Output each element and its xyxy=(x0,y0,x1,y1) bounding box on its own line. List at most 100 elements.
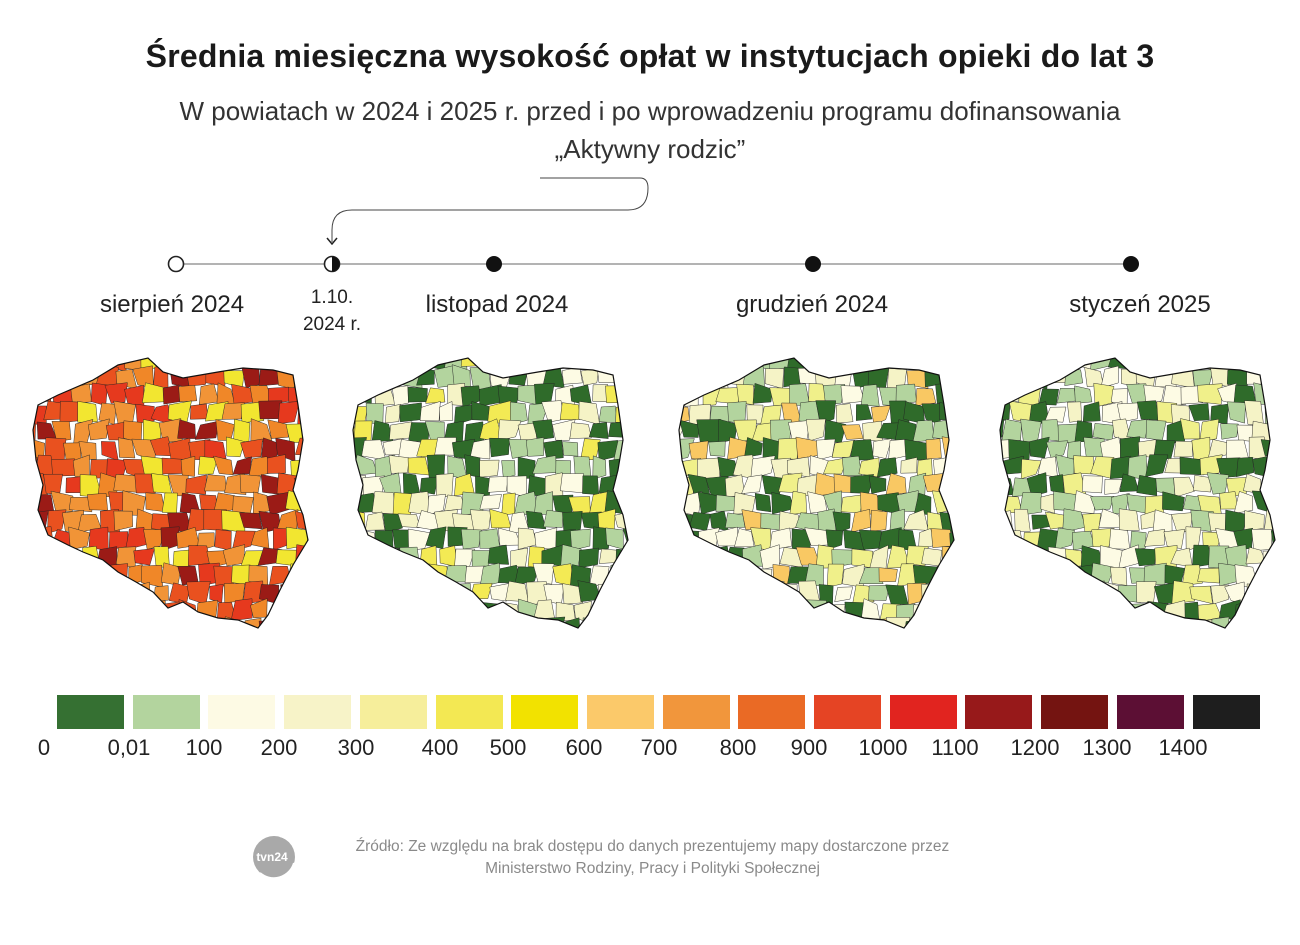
district-shape xyxy=(420,620,440,628)
district-shape xyxy=(41,544,65,567)
district-shape xyxy=(1252,358,1274,370)
district-shape xyxy=(764,368,784,389)
district-shape xyxy=(88,526,109,551)
district-shape xyxy=(679,358,699,369)
district-shape xyxy=(1236,456,1255,477)
district-shape xyxy=(1013,583,1032,604)
district-shape xyxy=(302,358,308,372)
district-shape xyxy=(950,563,954,584)
district-shape xyxy=(487,476,509,493)
timeline-label-grudzien: grudzień 2024 xyxy=(735,291,889,318)
district-shape xyxy=(267,419,289,439)
district-shape xyxy=(930,602,954,624)
district-shape xyxy=(517,358,539,369)
district-shape xyxy=(715,387,740,405)
district-shape xyxy=(161,457,184,475)
district-shape xyxy=(931,490,953,514)
district-shape xyxy=(77,401,98,423)
district-shape xyxy=(1190,509,1214,532)
district-shape xyxy=(532,419,555,441)
district-shape xyxy=(850,509,871,533)
district-shape xyxy=(338,564,341,585)
district-shape xyxy=(1188,403,1210,421)
district-shape xyxy=(416,581,436,606)
district-shape xyxy=(856,404,873,421)
district-shape xyxy=(570,528,591,551)
district-shape xyxy=(679,526,685,547)
district-shape xyxy=(881,358,901,366)
district-shape xyxy=(679,358,683,371)
district-shape xyxy=(949,493,954,515)
district-shape xyxy=(985,603,987,621)
district-shape xyxy=(408,491,431,516)
timeline-axis xyxy=(167,255,1139,273)
district-shape xyxy=(479,494,502,510)
district-shape xyxy=(135,403,155,424)
district-shape xyxy=(744,437,763,458)
district-shape xyxy=(817,616,839,628)
district-shape xyxy=(1181,564,1203,586)
district-shape xyxy=(18,350,21,368)
district-shape xyxy=(407,456,430,476)
district-shape xyxy=(464,601,485,618)
district-shape xyxy=(533,358,558,369)
district-shape xyxy=(80,580,100,605)
district-shape xyxy=(510,401,528,426)
legend-swatch xyxy=(57,695,124,729)
district-shape xyxy=(708,441,726,457)
district-shape xyxy=(733,600,758,622)
district-shape xyxy=(190,616,209,628)
district-shape xyxy=(403,618,419,628)
district-shape xyxy=(1145,419,1167,441)
district-shape xyxy=(1273,600,1275,623)
legend-swatch xyxy=(1116,695,1184,729)
district-shape xyxy=(1000,530,1023,552)
district-shape xyxy=(366,544,387,566)
district-shape xyxy=(1224,544,1248,568)
district-shape xyxy=(234,358,255,370)
district-shape xyxy=(1272,493,1275,513)
district-shape xyxy=(552,419,576,441)
district-shape xyxy=(288,600,308,623)
district-shape xyxy=(304,384,308,408)
district-shape xyxy=(1263,474,1275,495)
district-shape xyxy=(724,368,746,386)
district-shape xyxy=(1210,584,1230,605)
district-shape xyxy=(622,599,628,624)
legend-swatch xyxy=(511,695,579,729)
district-shape xyxy=(338,455,340,476)
district-shape xyxy=(626,422,628,444)
district-shape xyxy=(569,422,592,439)
district-shape xyxy=(435,473,454,498)
district-shape xyxy=(534,527,558,550)
district-shape xyxy=(1018,563,1042,583)
district-shape xyxy=(113,510,133,531)
district-shape xyxy=(770,603,789,623)
district-shape xyxy=(691,549,711,569)
district-shape xyxy=(1163,529,1185,549)
district-shape xyxy=(1000,366,1011,389)
district-shape xyxy=(153,585,169,603)
district-shape xyxy=(43,400,63,421)
district-shape xyxy=(1020,458,1042,480)
district-shape xyxy=(578,401,601,426)
district-shape xyxy=(18,456,21,476)
district-shape xyxy=(1180,385,1203,405)
district-shape xyxy=(501,460,516,479)
district-shape xyxy=(33,526,54,550)
district-shape xyxy=(70,358,94,371)
district-shape xyxy=(71,563,94,584)
district-shape xyxy=(63,617,85,628)
district-shape xyxy=(1073,490,1096,514)
district-shape xyxy=(1104,478,1123,495)
district-shape xyxy=(1220,423,1239,440)
district-shape xyxy=(388,455,410,474)
district-shape xyxy=(948,423,954,441)
district-shape xyxy=(338,419,339,443)
timeline-dot-icon xyxy=(486,256,502,272)
district-shape xyxy=(444,565,468,583)
district-shape xyxy=(1134,548,1157,567)
district-shape xyxy=(664,401,674,424)
district-shape xyxy=(389,565,410,585)
district-shape xyxy=(697,457,721,480)
